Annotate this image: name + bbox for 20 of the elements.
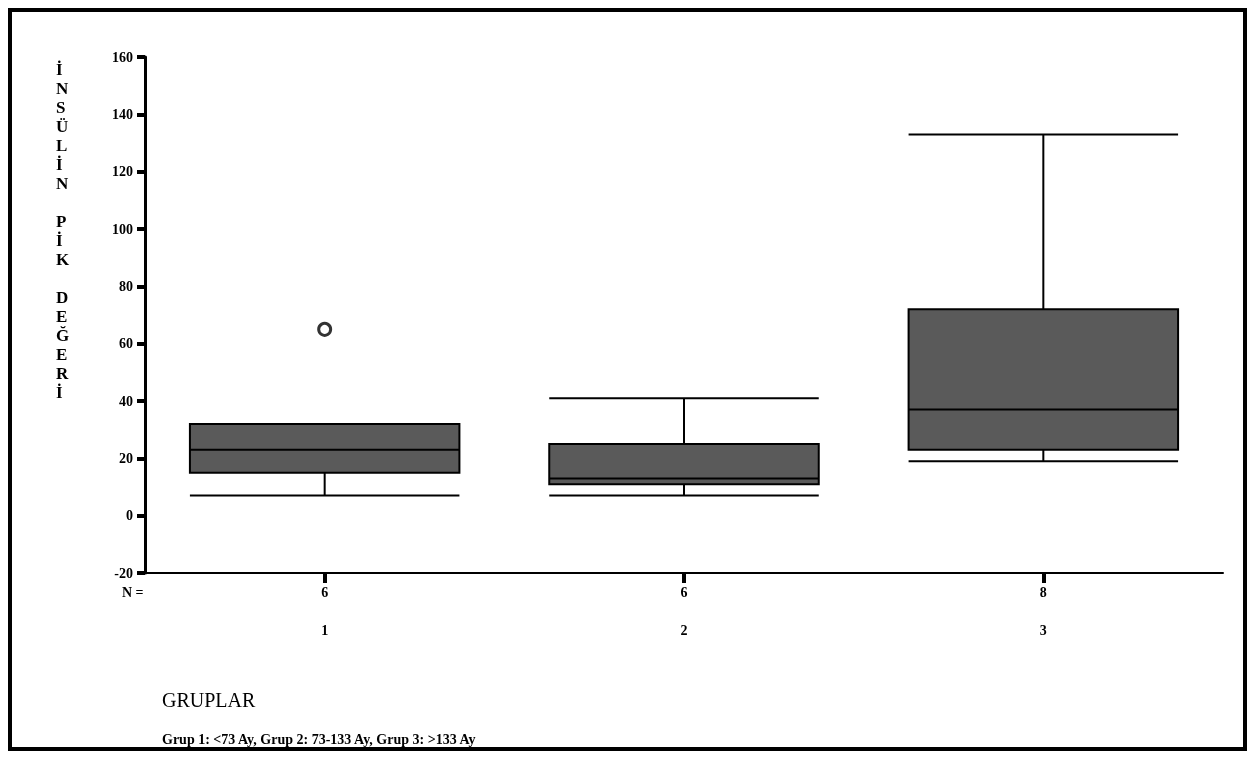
y-tick-label: 0 <box>126 508 133 524</box>
y-tick-label: 80 <box>119 278 133 294</box>
y-tick-label: -20 <box>114 565 133 581</box>
text: 8 <box>1039 584 1047 600</box>
text: 6 <box>680 584 688 600</box>
y-tick-label: 60 <box>119 336 133 352</box>
y-tick-label: 100 <box>112 221 133 237</box>
y-tick-label: 160 <box>112 49 133 65</box>
text: Grup 1: <73 Ay, Grup 2: 73-133 Ay, Grup 3: >133 Ay <box>162 731 476 747</box>
text: İNSÜLİN PİK DEĞERİ <box>56 60 70 402</box>
x-tick-label: 2 <box>680 622 688 638</box>
y-tick-label: 140 <box>112 106 133 122</box>
y-tick-label: 20 <box>119 450 133 466</box>
x-tick-label: 1 <box>321 622 329 638</box>
x-axis-title: GRUPLAR <box>162 689 257 711</box>
x-tick-label: 3 <box>1039 622 1047 638</box>
y-tick-label: 120 <box>112 164 133 180</box>
y-tick-label: 40 <box>119 393 133 409</box>
text: 6 <box>321 584 329 600</box>
text: N = <box>122 584 144 600</box>
